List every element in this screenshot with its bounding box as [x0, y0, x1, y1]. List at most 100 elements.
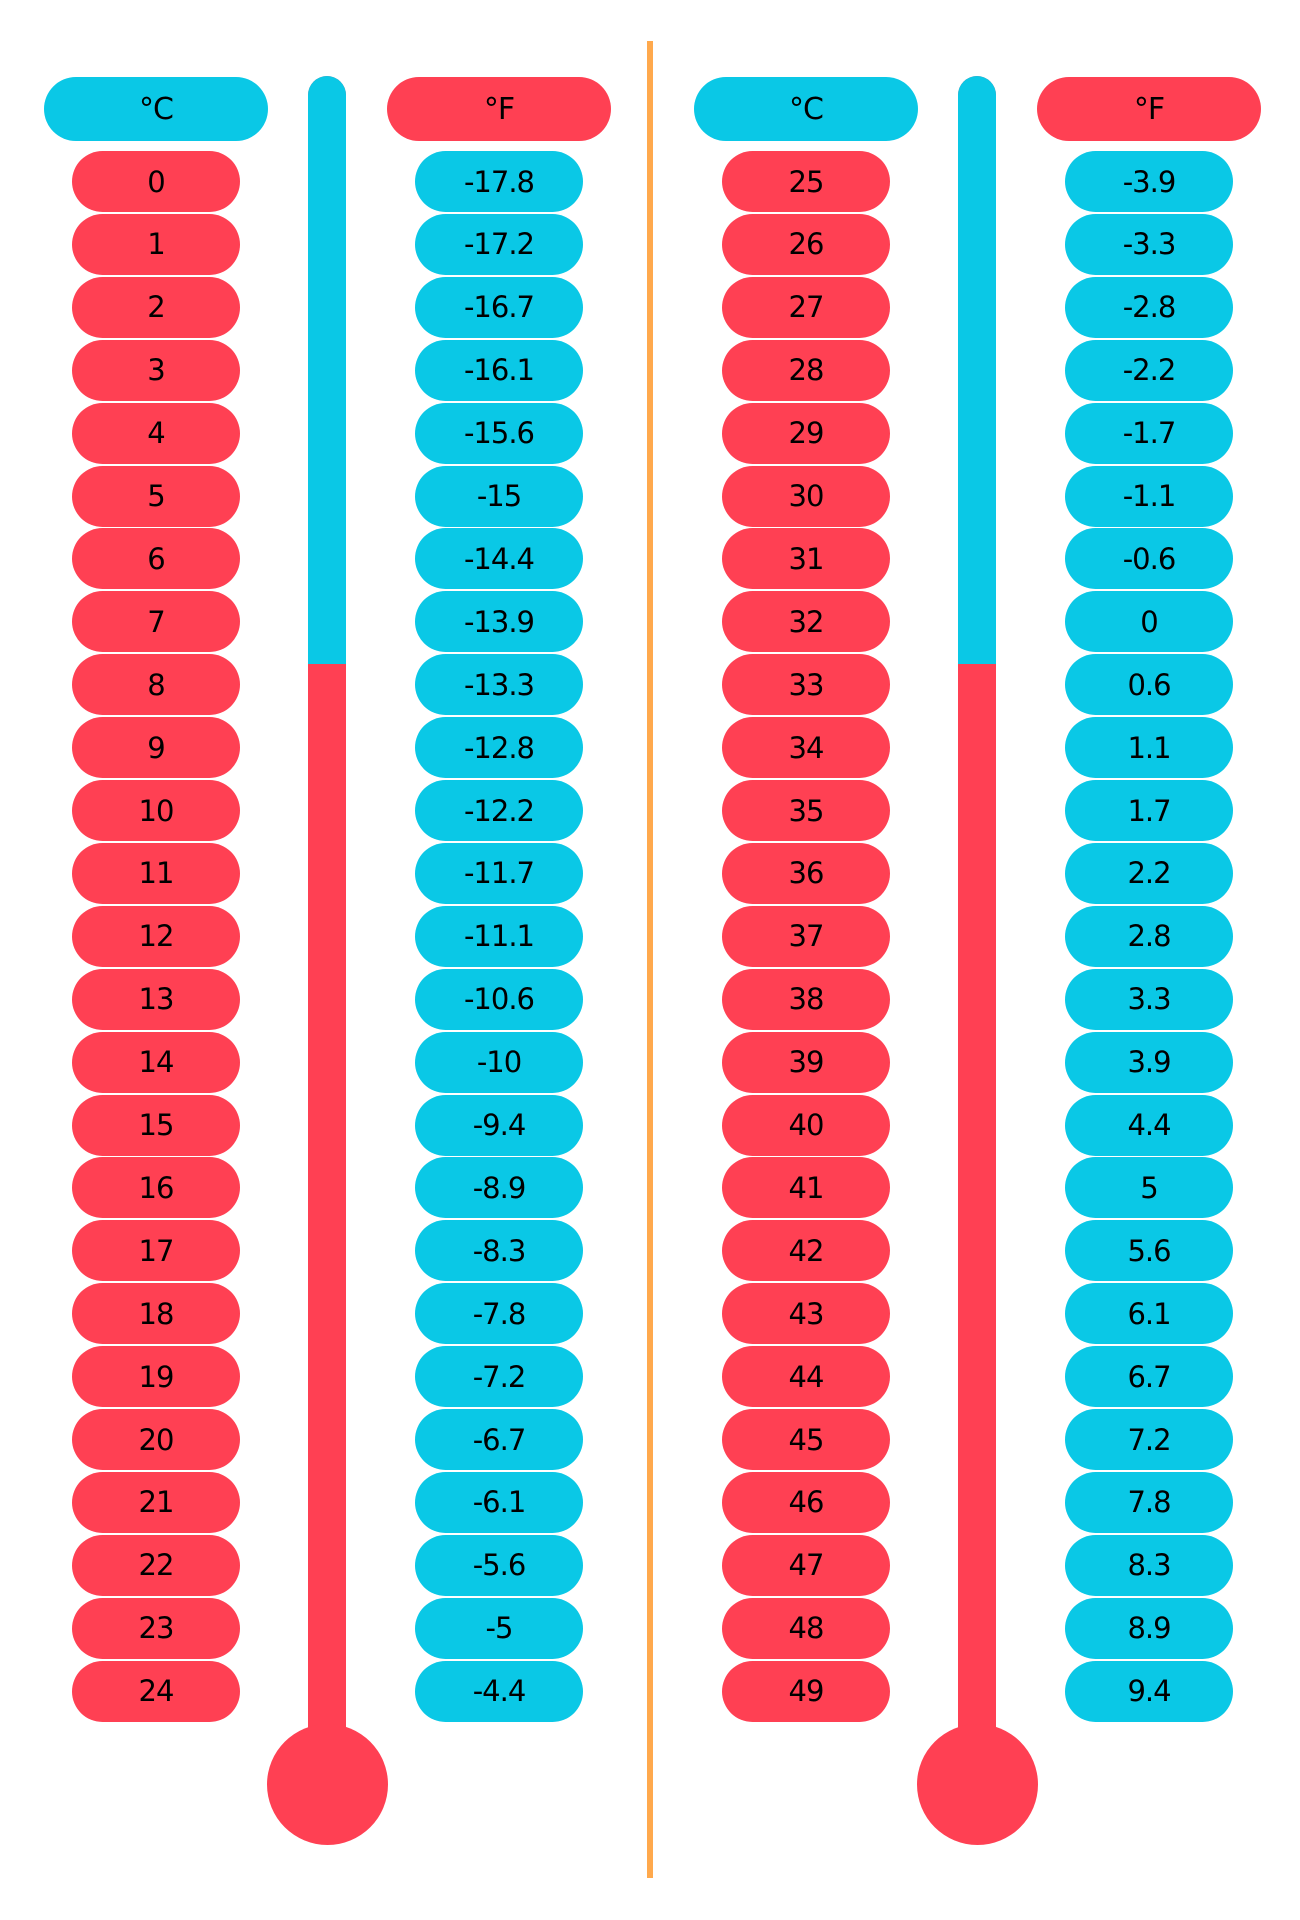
celsius-value: 10: [72, 780, 240, 841]
fahrenheit-value: -6.7: [415, 1409, 583, 1470]
fahrenheit-value: -7.2: [415, 1346, 583, 1408]
fahrenheit-value: -1.1: [1065, 465, 1233, 527]
celsius-value: 37: [722, 905, 890, 967]
celsius-value: 22: [72, 1534, 240, 1596]
fahrenheit-header: °F: [1037, 77, 1261, 141]
celsius-value: 16: [72, 1157, 240, 1219]
fahrenheit-value: -17.8: [415, 151, 583, 212]
celsius-value: 38: [722, 968, 890, 1030]
celsius-value: 33: [722, 654, 890, 716]
fahrenheit-value: -10.6: [415, 968, 583, 1030]
fahrenheit-value: 2.2: [1065, 842, 1233, 904]
thermometer-tube-cold: [958, 76, 996, 664]
thermometer-tube: [308, 76, 346, 1744]
fahrenheit-value: -13.3: [415, 654, 583, 716]
celsius-value: 6: [72, 528, 240, 590]
celsius-value: 39: [722, 1031, 890, 1093]
celsius-value: 23: [72, 1597, 240, 1659]
celsius-value: 32: [722, 591, 890, 653]
thermometer-tube: [958, 76, 996, 1744]
thermometer-panel-2: °C °F 25 -3.9 26 -3.3 27 -2.8 28 -2.2 29 -1.7 30 -1…: [650, 0, 1300, 1920]
celsius-value: 9: [72, 717, 240, 779]
fahrenheit-value: -8.3: [415, 1220, 583, 1282]
fahrenheit-value: -1.7: [1065, 402, 1233, 464]
celsius-value: 35: [722, 780, 890, 841]
fahrenheit-value: -10: [415, 1031, 583, 1093]
celsius-header: °C: [44, 77, 268, 141]
celsius-value: 29: [722, 402, 890, 464]
fahrenheit-value: -12.8: [415, 717, 583, 779]
fahrenheit-value: -16.1: [415, 339, 583, 401]
fahrenheit-value: -12.2: [415, 780, 583, 841]
fahrenheit-value: 6.1: [1065, 1283, 1233, 1345]
celsius-value: 49: [722, 1660, 890, 1722]
fahrenheit-value: -7.8: [415, 1283, 583, 1345]
fahrenheit-value: -4.4: [415, 1660, 583, 1722]
celsius-value: 0: [72, 151, 240, 212]
celsius-value: 8: [72, 654, 240, 716]
celsius-value: 12: [72, 905, 240, 967]
thermometer-panel-1: °C °F 0 -17.8 1 -17.2 2 -16.7 3 -16.1 4 -15.6 5 -15…: [44, 76, 611, 1845]
panel-divider: [647, 41, 653, 1878]
celsius-value: 2: [72, 276, 240, 338]
celsius-value: 42: [722, 1220, 890, 1282]
thermometer-bulb-icon: [917, 1724, 1038, 1845]
fahrenheit-value: 1.7: [1065, 780, 1233, 841]
celsius-value: 11: [72, 842, 240, 904]
celsius-value: 18: [72, 1283, 240, 1345]
fahrenheit-value: 5.6: [1065, 1220, 1233, 1282]
fahrenheit-value: 8.3: [1065, 1534, 1233, 1596]
fahrenheit-value: -16.7: [415, 276, 583, 338]
fahrenheit-value: 5: [1065, 1157, 1233, 1219]
celsius-value: 14: [72, 1031, 240, 1093]
fahrenheit-value: -15.6: [415, 402, 583, 464]
fahrenheit-value: -8.9: [415, 1157, 583, 1219]
fahrenheit-value: -14.4: [415, 528, 583, 590]
fahrenheit-value: 3.9: [1065, 1031, 1233, 1093]
celsius-value: 3: [72, 339, 240, 401]
fahrenheit-value: 9.4: [1065, 1660, 1233, 1722]
fahrenheit-value: -2.2: [1065, 339, 1233, 401]
celsius-value: 27: [722, 276, 890, 338]
fahrenheit-value: 7.2: [1065, 1409, 1233, 1470]
celsius-value: 43: [722, 1283, 890, 1345]
celsius-value: 48: [722, 1597, 890, 1659]
celsius-value: 34: [722, 717, 890, 779]
fahrenheit-value: -17.2: [415, 213, 583, 275]
celsius-value: 47: [722, 1534, 890, 1596]
celsius-value: 46: [722, 1471, 890, 1533]
fahrenheit-value: 4.4: [1065, 1094, 1233, 1156]
celsius-value: 20: [72, 1409, 240, 1470]
celsius-value: 28: [722, 339, 890, 401]
celsius-value: 44: [722, 1346, 890, 1408]
fahrenheit-value: -15: [415, 465, 583, 527]
celsius-value: 1: [72, 213, 240, 275]
fahrenheit-value: -5: [415, 1597, 583, 1659]
fahrenheit-value: 6.7: [1065, 1346, 1233, 1408]
fahrenheit-value: -9.4: [415, 1094, 583, 1156]
celsius-value: 40: [722, 1094, 890, 1156]
celsius-value: 13: [72, 968, 240, 1030]
celsius-value: 19: [72, 1346, 240, 1408]
celsius-value: 25: [722, 151, 890, 212]
fahrenheit-value: 2.8: [1065, 905, 1233, 967]
fahrenheit-value: 1.1: [1065, 717, 1233, 779]
fahrenheit-value: -3.9: [1065, 151, 1233, 212]
fahrenheit-value: 8.9: [1065, 1597, 1233, 1659]
celsius-value: 17: [72, 1220, 240, 1282]
fahrenheit-value: 3.3: [1065, 968, 1233, 1030]
celsius-value: 7: [72, 591, 240, 653]
celsius-value: 24: [72, 1660, 240, 1722]
celsius-value: 15: [72, 1094, 240, 1156]
fahrenheit-header: °F: [387, 77, 611, 141]
celsius-value: 4: [72, 402, 240, 464]
fahrenheit-value: -2.8: [1065, 276, 1233, 338]
fahrenheit-value: -11.1: [415, 905, 583, 967]
fahrenheit-value: -13.9: [415, 591, 583, 653]
celsius-value: 41: [722, 1157, 890, 1219]
fahrenheit-value: -3.3: [1065, 213, 1233, 275]
thermometer-bulb-icon: [267, 1724, 388, 1845]
celsius-value: 26: [722, 213, 890, 275]
fahrenheit-value: 0.6: [1065, 654, 1233, 716]
fahrenheit-value: -6.1: [415, 1471, 583, 1533]
